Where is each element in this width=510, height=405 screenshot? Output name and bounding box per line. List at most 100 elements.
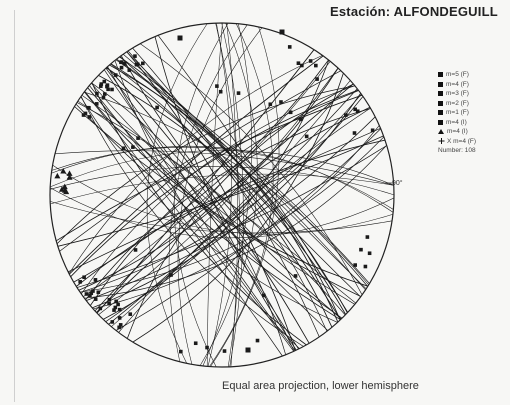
square-symbol-icon	[438, 100, 443, 106]
pole-point	[98, 306, 103, 311]
pole-point	[119, 65, 124, 70]
great-circle-arc	[51, 146, 394, 210]
legend-item: m=5 (F)	[438, 70, 508, 80]
frame-edge	[14, 10, 15, 402]
great-circle-arc	[96, 49, 315, 314]
pole-point	[353, 263, 357, 267]
pole-point	[288, 110, 293, 115]
pole-point	[60, 168, 67, 174]
pole-point	[113, 305, 118, 310]
great-circle-arc	[114, 60, 300, 349]
pole-point	[117, 307, 122, 312]
pole-point	[193, 341, 198, 346]
pole-point	[287, 45, 292, 49]
great-circle-arc	[80, 96, 364, 293]
great-circle-arc	[84, 91, 369, 286]
pole-point	[245, 347, 251, 353]
azimuth-label: 90°	[392, 180, 403, 187]
great-circle-arc	[52, 164, 393, 235]
pole-point	[89, 291, 94, 296]
great-circle-arc	[202, 23, 252, 367]
great-circle-arc	[206, 23, 223, 367]
great-circle-arc	[76, 139, 386, 287]
great-circle-arc	[81, 95, 356, 304]
great-circle-arc	[89, 90, 359, 306]
great-circle-arc	[86, 116, 376, 301]
great-circle-arc	[92, 93, 362, 309]
great-circle-arc	[50, 201, 393, 234]
great-circle-arc	[81, 85, 355, 295]
pole-point	[93, 278, 98, 282]
legend-number-label: Number: 108	[438, 147, 476, 154]
legend-item-label: m=5 (F)	[446, 71, 469, 78]
pole-point	[105, 84, 109, 89]
great-circle-arc	[84, 91, 283, 357]
great-circle-arc	[55, 94, 363, 242]
pole-point	[359, 247, 363, 252]
square-symbol-icon	[438, 119, 443, 125]
pole-point	[353, 107, 357, 112]
square-symbol-icon	[438, 91, 443, 97]
pole-point	[94, 102, 99, 106]
pole-point	[121, 146, 126, 151]
pole-point	[222, 349, 227, 353]
legend-item: m=4 (I)	[438, 118, 508, 128]
pole-point	[122, 61, 127, 66]
pole-point	[107, 297, 112, 302]
legend-item: m=2 (F)	[438, 99, 508, 109]
pole-point	[112, 308, 116, 312]
pole-point	[205, 345, 209, 350]
legend-item: m=4 (F)	[438, 80, 508, 90]
pole-point	[117, 325, 121, 330]
pole-point	[96, 290, 101, 295]
pole-point	[218, 89, 223, 94]
great-circle-arc	[51, 145, 394, 213]
pole-point	[93, 297, 98, 301]
pole-point	[91, 289, 95, 293]
great-circle-arc	[50, 149, 394, 188]
pole-point	[215, 84, 219, 88]
great-circle-arc	[80, 96, 338, 323]
pole-point	[128, 312, 133, 316]
pole-point	[299, 117, 303, 122]
great-circle-arc	[78, 67, 339, 291]
legend-item: m=3 (F)	[438, 89, 508, 99]
pole-point	[119, 60, 124, 64]
great-circle-arc	[122, 53, 366, 291]
pole-point	[136, 136, 140, 140]
pole-point	[116, 302, 120, 307]
great-circle-arc	[80, 136, 385, 293]
legend-item-label: m=2 (F)	[446, 99, 469, 107]
legend-item-label: X m=4 (F)	[447, 137, 477, 145]
pole-point	[131, 145, 135, 149]
great-circle-arc	[67, 127, 381, 273]
great-circle-arc	[119, 56, 341, 320]
pole-point	[363, 264, 368, 269]
pole-point	[367, 251, 372, 256]
great-circle-arc	[226, 23, 238, 367]
pole-point	[63, 188, 70, 195]
pole-point	[370, 128, 375, 133]
pole-points	[54, 29, 375, 354]
great-circle-arc	[109, 64, 341, 321]
legend-number: Number: 108	[438, 146, 508, 156]
pole-point	[352, 131, 357, 135]
legend: m=5 (F) m=4 (F) m=3 (F) m=2 (F) m=1 (F) …	[438, 70, 508, 156]
pole-point	[262, 293, 266, 298]
pole-point	[279, 100, 283, 104]
great-circle-arc	[54, 150, 394, 186]
pole-point	[344, 113, 348, 117]
great-circle-arc	[59, 70, 342, 252]
great-circle-arc	[126, 51, 367, 290]
great-circle-arc	[93, 125, 380, 310]
great-circle-arc	[115, 128, 381, 331]
pole-point	[141, 61, 145, 66]
legend-item-label: m=4 (I)	[447, 128, 468, 135]
great-circle-arc	[57, 135, 384, 247]
pole-point	[84, 292, 89, 296]
great-circle-arc	[77, 100, 295, 352]
pole-point	[58, 186, 65, 192]
pole-point	[314, 63, 318, 68]
